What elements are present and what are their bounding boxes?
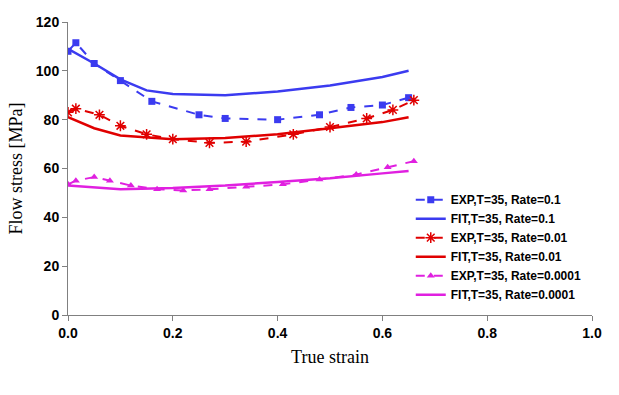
svg-text:0.8: 0.8 xyxy=(477,325,497,341)
svg-text:FIT,T=35, Rate=0.0001: FIT,T=35, Rate=0.0001 xyxy=(451,288,575,302)
svg-text:100: 100 xyxy=(36,63,60,79)
svg-text:FIT,T=35, Rate=0.01: FIT,T=35, Rate=0.01 xyxy=(451,250,562,264)
svg-text:80: 80 xyxy=(44,112,60,128)
svg-text:EXP,T=35, Rate=0.0001: EXP,T=35, Rate=0.0001 xyxy=(451,269,581,283)
svg-text:0.4: 0.4 xyxy=(268,325,288,341)
svg-text:0: 0 xyxy=(51,307,59,323)
svg-text:60: 60 xyxy=(44,160,60,176)
svg-text:Flow stress [MPa]: Flow stress [MPa] xyxy=(6,102,26,234)
svg-text:120: 120 xyxy=(36,14,60,30)
svg-text:20: 20 xyxy=(44,258,60,274)
svg-text:FIT,T=35, Rate=0.1: FIT,T=35, Rate=0.1 xyxy=(451,212,555,226)
svg-text:40: 40 xyxy=(44,209,60,225)
svg-text:True strain: True strain xyxy=(291,347,369,367)
svg-text:EXP,T=35, Rate=0.1: EXP,T=35, Rate=0.1 xyxy=(451,193,561,207)
svg-text:0.0: 0.0 xyxy=(58,325,78,341)
svg-text:EXP,T=35, Rate=0.01: EXP,T=35, Rate=0.01 xyxy=(451,231,568,245)
svg-text:1.0: 1.0 xyxy=(582,325,602,341)
svg-text:0.6: 0.6 xyxy=(373,325,393,341)
svg-text:0.2: 0.2 xyxy=(163,325,183,341)
